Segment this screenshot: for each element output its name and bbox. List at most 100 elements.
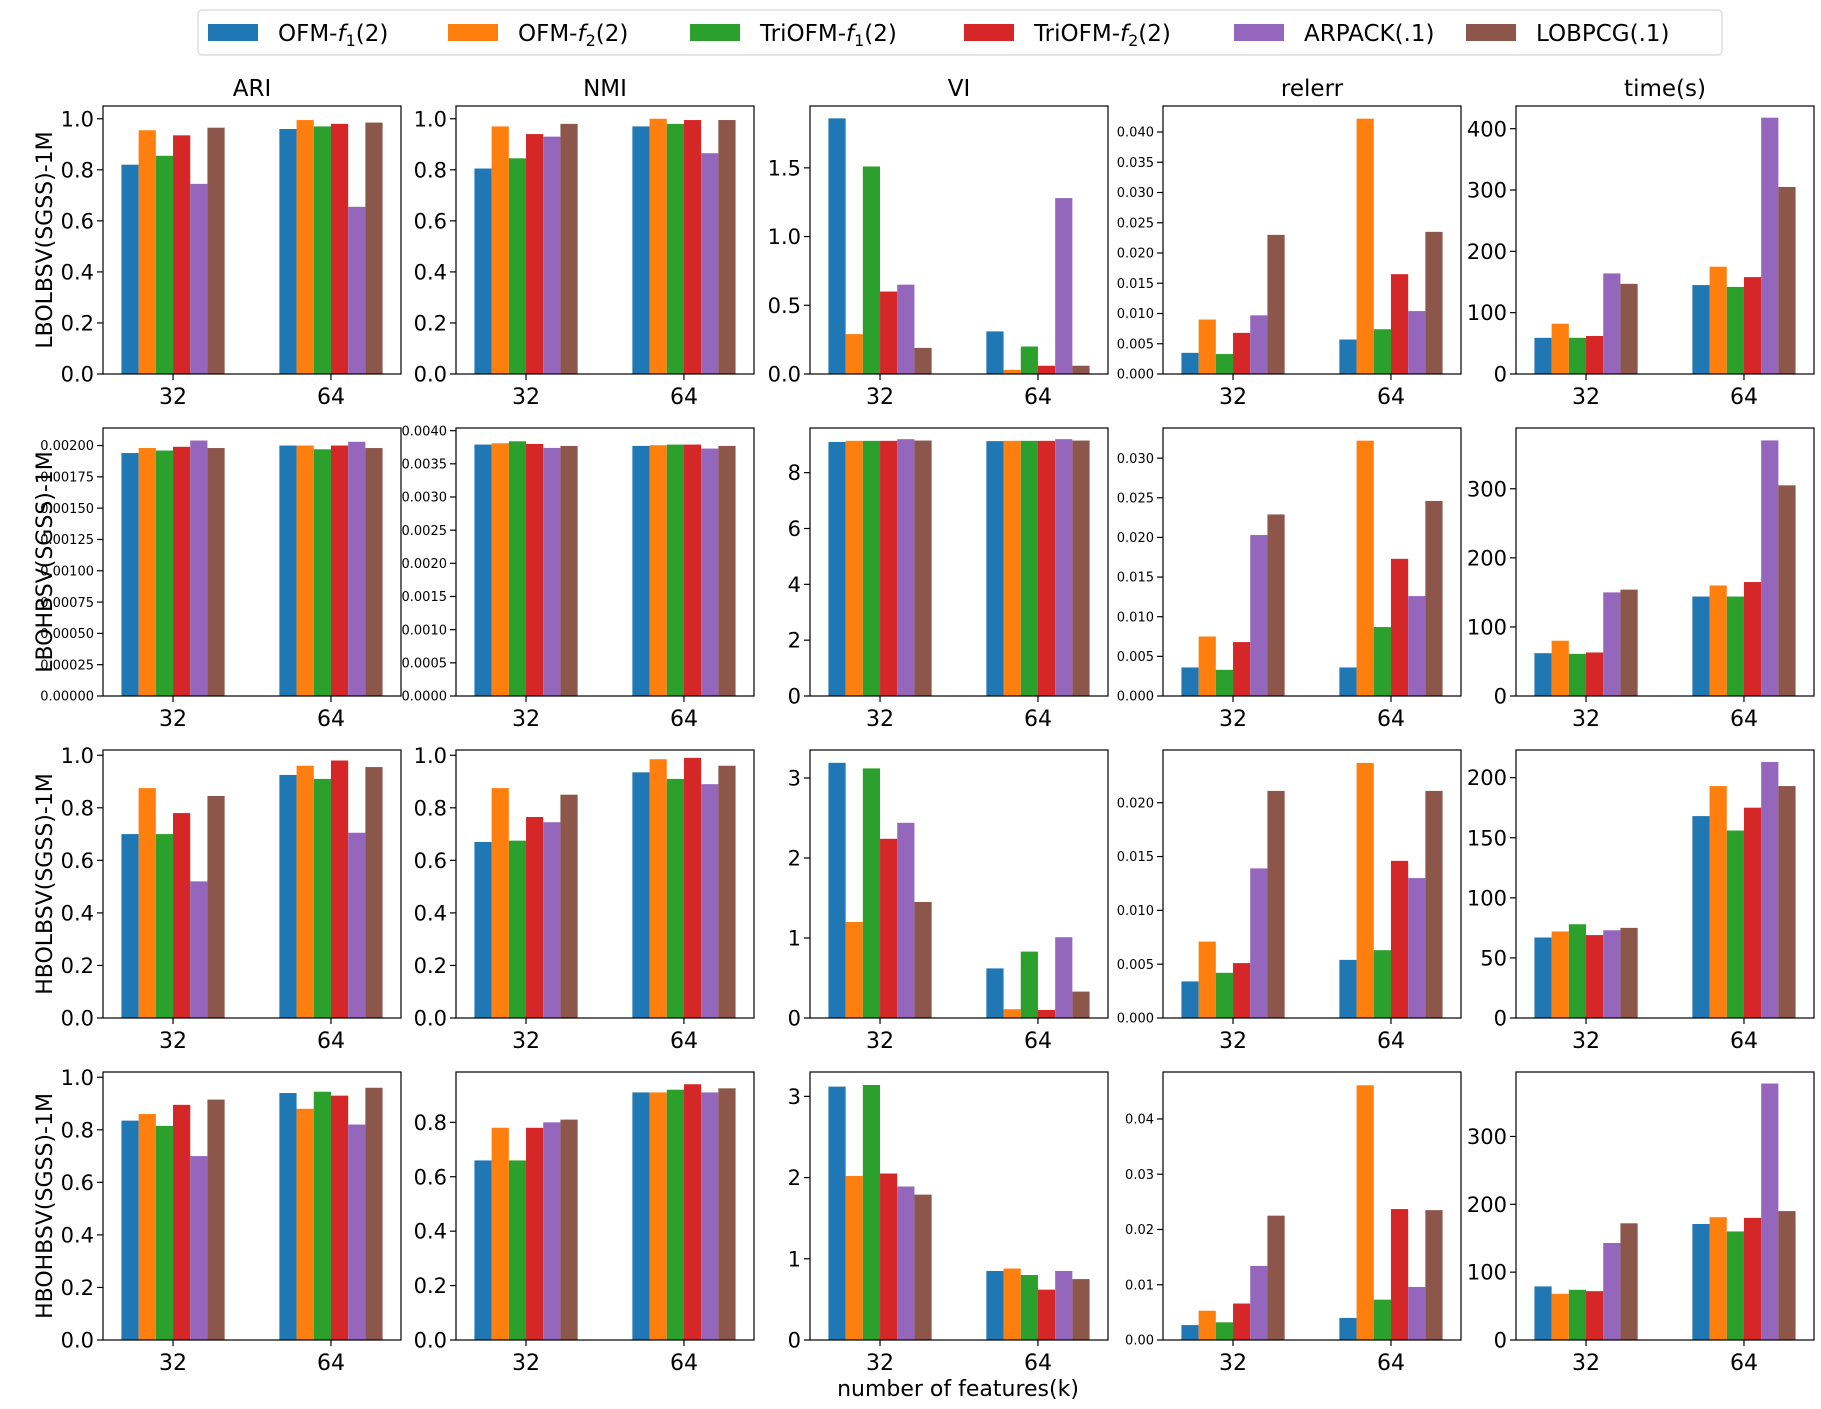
bar	[632, 445, 650, 696]
y-tick-label: 0.00175	[40, 471, 94, 486]
bar	[828, 762, 846, 1018]
y-tick-label: 0.020	[1117, 796, 1154, 811]
bar	[279, 1093, 297, 1340]
bar	[1020, 1275, 1038, 1340]
bar	[1390, 860, 1409, 1018]
bar	[1215, 669, 1234, 696]
y-tick-label: 0.0040	[402, 424, 448, 439]
bar	[543, 822, 561, 1018]
y-tick-label: 0.0	[414, 1007, 447, 1031]
bar	[1339, 1317, 1357, 1340]
y-tick-label: 0.5	[768, 294, 801, 318]
bar	[207, 1099, 225, 1340]
bar	[862, 166, 881, 374]
bar	[173, 135, 191, 374]
bar	[1356, 118, 1374, 374]
y-tick-label: 4	[788, 573, 801, 597]
bar	[491, 126, 509, 374]
bar	[1534, 653, 1552, 696]
y-tick-label: 0	[1494, 363, 1507, 387]
bar	[632, 126, 650, 374]
y-tick-label: 0.0	[768, 363, 801, 387]
x-tick-label: 32	[866, 1029, 894, 1054]
bar	[718, 1088, 736, 1340]
bar	[649, 445, 667, 696]
axes-frame	[809, 105, 1109, 375]
y-tick-label: 0.0005	[402, 657, 448, 672]
y-tick-label: 0.2	[61, 1276, 94, 1300]
axes-frame	[102, 427, 402, 697]
bar	[880, 1173, 898, 1340]
bar	[1761, 440, 1779, 696]
bar	[897, 1186, 915, 1340]
bar	[1692, 816, 1710, 1018]
bar	[138, 788, 156, 1018]
bar	[1761, 117, 1779, 375]
x-tick-label: 64	[1377, 1029, 1405, 1054]
bar	[1020, 346, 1038, 374]
bar	[1425, 500, 1443, 696]
y-tick-label: 0.2	[414, 1274, 447, 1298]
bar	[1055, 937, 1073, 1018]
bar	[560, 445, 578, 696]
y-tick-label: 0.8	[61, 796, 94, 820]
x-tick-label: 32	[159, 385, 187, 410]
bar	[666, 444, 684, 696]
bar	[1568, 653, 1587, 696]
bar	[1408, 1286, 1426, 1340]
bar	[560, 123, 578, 375]
y-tick-label: 0.0	[414, 1329, 447, 1353]
bar	[1620, 927, 1638, 1018]
y-tick-label: 300	[1467, 477, 1507, 501]
legend-entry: OFM-f1(2)	[278, 21, 388, 50]
y-tick-label: 8	[788, 461, 801, 485]
x-tick-label: 64	[1377, 385, 1405, 410]
y-tick-label: 0.0	[61, 1007, 94, 1031]
x-tick-label: 64	[317, 385, 345, 410]
bar	[632, 1092, 650, 1340]
bar	[1743, 807, 1762, 1018]
bar	[718, 120, 736, 374]
bar	[1408, 596, 1426, 696]
y-tick-label: 0.4	[414, 901, 447, 925]
bar	[474, 841, 492, 1018]
subplot: 0.0 0.2 0.4 0.6 0.8 1.0 32 64	[414, 105, 755, 410]
bar	[1425, 790, 1443, 1018]
bar	[1215, 354, 1234, 374]
subplot: 0 1 2 3 32 64	[788, 1071, 1109, 1376]
subplot: 0 2 4 6 8 32 64	[788, 427, 1109, 732]
legend-entry: TriOFM-f1(2)	[759, 21, 897, 50]
bar	[1551, 323, 1569, 374]
x-tick-label: 32	[1572, 1351, 1600, 1376]
axes-frame	[809, 1071, 1109, 1341]
x-tick-label: 64	[1024, 707, 1052, 732]
bar	[1233, 1303, 1251, 1340]
bar	[897, 822, 915, 1018]
bar	[508, 840, 527, 1018]
y-tick-label: 3	[788, 1085, 801, 1109]
x-tick-label: 32	[866, 1351, 894, 1376]
bar	[1181, 352, 1199, 374]
subplot: 0.000 0.005 0.010 0.015 0.020 32 64	[1117, 749, 1462, 1054]
x-tick-label: 64	[317, 1351, 345, 1376]
bar	[1055, 1270, 1073, 1340]
bar	[1233, 963, 1251, 1018]
y-tick-label: 0.00075	[40, 596, 94, 611]
y-tick-label: 0.2	[61, 312, 94, 336]
legend-swatch	[964, 24, 1014, 41]
y-tick-label: 0.8	[61, 158, 94, 182]
x-tick-label: 32	[1219, 1351, 1247, 1376]
bar	[1250, 535, 1268, 696]
bar	[1250, 868, 1268, 1018]
bar	[121, 164, 139, 374]
bar	[1233, 332, 1251, 374]
bar	[508, 158, 527, 374]
bar	[1726, 830, 1744, 1018]
x-tick-label: 64	[1377, 707, 1405, 732]
bar	[1761, 762, 1779, 1018]
bar	[845, 1175, 863, 1340]
bar	[1534, 1286, 1552, 1340]
bar	[1055, 198, 1073, 374]
legend-entry: ARPACK(.1)	[1304, 21, 1434, 47]
